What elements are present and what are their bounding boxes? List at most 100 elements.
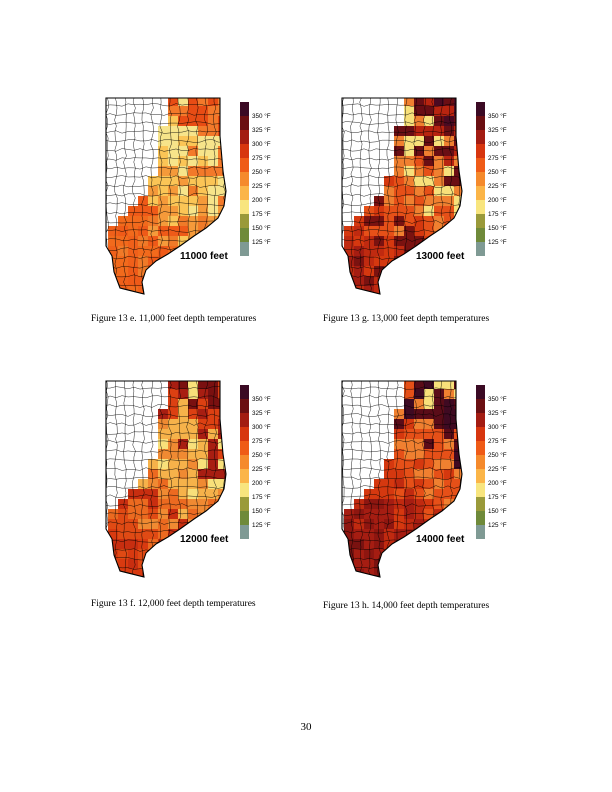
legend-swatch	[476, 525, 485, 539]
legend-swatch	[476, 413, 485, 427]
legend-label: 250 °F	[488, 451, 507, 459]
legend-label: 200 °F	[252, 196, 271, 204]
legend-label: 225 °F	[488, 465, 507, 473]
legend-swatch	[240, 385, 249, 399]
legend-swatch	[476, 455, 485, 469]
legend-label: 150 °F	[252, 507, 271, 515]
legend-swatch	[240, 511, 249, 525]
depth-label-13h: 14000 feet	[416, 534, 465, 545]
depth-label-13e: 11000 feet	[180, 251, 228, 262]
legend-swatch	[240, 214, 249, 228]
map-border-13f	[105, 380, 227, 578]
legend-label: 300 °F	[252, 140, 271, 148]
legend-label: 300 °F	[488, 140, 507, 148]
legend-swatch	[476, 511, 485, 525]
caption-13e: Figure 13 e. 11,000 feet depth temperatu…	[91, 314, 257, 324]
legend-swatch	[476, 200, 485, 214]
figure-13g: 13000 feet 350 °F 325 °F 300 °F 275 °F 250 °…	[326, 92, 546, 302]
legend-label: 175 °F	[252, 210, 271, 218]
legend-label: 200 °F	[252, 479, 271, 487]
legend-label: 275 °F	[252, 154, 271, 162]
legend-swatch	[476, 385, 485, 399]
legend-swatch	[240, 525, 249, 539]
legend-swatch	[476, 144, 485, 158]
legend-swatch	[240, 172, 249, 186]
legend-swatch	[476, 242, 485, 256]
legend-swatch	[476, 116, 485, 130]
legend-label: 275 °F	[252, 437, 271, 445]
legend-label: 200 °F	[488, 196, 507, 204]
legend-swatch	[240, 158, 249, 172]
legend-swatch	[240, 228, 249, 242]
map-border-13h	[341, 380, 463, 578]
legend-swatch	[476, 102, 485, 116]
map-fill-13e	[106, 98, 226, 294]
legend-swatch	[476, 399, 485, 413]
temperature-map-13h: 14000 feet 350 °F 325 °F 300 °F 275 °F 250 °…	[341, 380, 507, 578]
legend-swatch	[240, 399, 249, 413]
legend-label: 175 °F	[488, 493, 507, 501]
legend-13g: 350 °F 325 °F 300 °F 275 °F 250 °F 225 °F 200 …	[476, 102, 507, 256]
legend-swatch	[476, 214, 485, 228]
legend-label: 225 °F	[488, 182, 507, 190]
temperature-map-13g: 13000 feet 350 °F 325 °F 300 °F 275 °F 250 °…	[341, 97, 507, 295]
legend-swatch	[476, 130, 485, 144]
legend-label: 200 °F	[488, 479, 507, 487]
legend-swatch	[476, 172, 485, 186]
legend-swatch	[476, 441, 485, 455]
legend-label: 350 °F	[488, 112, 507, 120]
legend-swatch	[240, 186, 249, 200]
legend-label: 350 °F	[252, 112, 271, 120]
legend-swatch	[476, 427, 485, 441]
legend-label: 125 °F	[252, 238, 271, 246]
legend-swatch	[240, 441, 249, 455]
legend-13f: 350 °F 325 °F 300 °F 275 °F 250 °F 225 °F 200 …	[240, 385, 271, 539]
legend-label: 275 °F	[488, 437, 507, 445]
legend-swatch	[240, 130, 249, 144]
page-number: 30	[300, 721, 312, 733]
legend-swatch	[240, 242, 249, 256]
legend-swatch	[240, 144, 249, 158]
temperature-map-13e: 11000 feet 350 °F 325 °F 300 °F 275 °F 250 °…	[105, 97, 271, 295]
figure-13f: 12000 feet 350 °F 325 °F 300 °F 275 °F 250 °…	[90, 375, 310, 585]
legend-label: 125 °F	[252, 521, 271, 529]
legend-swatch	[476, 483, 485, 497]
depth-label-13f: 12000 feet	[180, 534, 229, 545]
caption-13f: Figure 13 f. 12,000 feet depth temperatu…	[91, 599, 256, 609]
figure-13e: 11000 feet 350 °F 325 °F 300 °F 275 °F 250 °…	[90, 92, 310, 302]
map-border-13g	[341, 97, 463, 295]
legend-swatch	[240, 455, 249, 469]
legend-swatch	[240, 102, 249, 116]
legend-label: 325 °F	[252, 409, 271, 417]
legend-swatch	[240, 200, 249, 214]
legend-label: 250 °F	[488, 168, 507, 176]
legend-swatch	[476, 497, 485, 511]
caption-13h: Figure 13 h. 14,000 feet depth temperatu…	[323, 601, 490, 611]
legend-label: 325 °F	[488, 409, 507, 417]
depth-label-13g: 13000 feet	[416, 251, 465, 262]
legend-swatch	[240, 413, 249, 427]
legend-swatch	[240, 469, 249, 483]
figure-13h: 14000 feet 350 °F 325 °F 300 °F 275 °F 250 °…	[326, 375, 546, 585]
legend-label: 250 °F	[252, 168, 271, 176]
legend-label: 350 °F	[252, 395, 271, 403]
temperature-map-13f: 12000 feet 350 °F 325 °F 300 °F 275 °F 250 °…	[105, 380, 271, 578]
legend-13h: 350 °F 325 °F 300 °F 275 °F 250 °F 225 °F 200 …	[476, 385, 507, 539]
legend-label: 225 °F	[252, 182, 271, 190]
map-border-13e	[105, 97, 227, 295]
caption-13g: Figure 13 g. 13,000 feet depth temperatu…	[323, 314, 490, 324]
legend-swatch	[476, 469, 485, 483]
legend-label: 325 °F	[488, 126, 507, 134]
legend-label: 150 °F	[488, 224, 507, 232]
legend-label: 250 °F	[252, 451, 271, 459]
legend-label: 275 °F	[488, 154, 507, 162]
legend-swatch	[240, 483, 249, 497]
legend-label: 150 °F	[252, 224, 271, 232]
legend-label: 125 °F	[488, 238, 507, 246]
legend-label: 225 °F	[252, 465, 271, 473]
legend-label: 300 °F	[252, 423, 271, 431]
legend-label: 150 °F	[488, 507, 507, 515]
legend-swatch	[240, 116, 249, 130]
legend-label: 175 °F	[488, 210, 507, 218]
legend-swatch	[476, 158, 485, 172]
